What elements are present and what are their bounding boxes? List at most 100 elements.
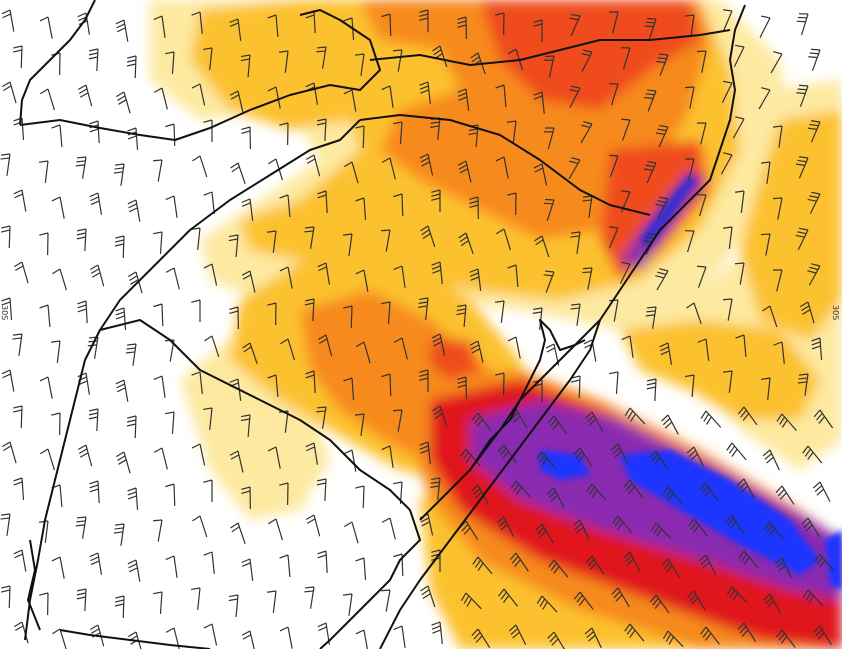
wind-barb [267, 230, 277, 253]
wind-barb [153, 375, 166, 398]
wind-barb [620, 118, 631, 141]
wind-barb [758, 87, 771, 110]
wind-barb [127, 199, 141, 222]
state-border-west [99, 119, 361, 331]
state-border-mid [359, 114, 651, 216]
wind-barb [153, 231, 163, 254]
wind-barb [127, 487, 139, 510]
wind-barb [509, 552, 529, 572]
wind-barb [153, 15, 166, 38]
wind-barb [471, 628, 491, 648]
wind-barb [726, 442, 747, 461]
wind-barb [662, 630, 684, 648]
wind-barb [762, 449, 780, 471]
wind-barb [726, 586, 748, 604]
wind-barb [305, 442, 319, 465]
wind-barb [456, 304, 467, 327]
wind-barb [305, 154, 321, 177]
wind-barb [722, 298, 733, 321]
wind-barb [343, 521, 359, 544]
wind-barb [547, 631, 565, 649]
wind-barb [611, 587, 630, 608]
wind-barb [280, 338, 296, 361]
latitude-label-right: 30S [831, 305, 840, 321]
wind-barb [812, 481, 831, 502]
wind-barb [393, 121, 403, 144]
wind-barb [495, 300, 505, 323]
wind-barb [392, 409, 403, 432]
wind-barb [722, 9, 733, 32]
wind-barb [622, 551, 641, 572]
wind-barb [649, 594, 670, 614]
wind-barb [620, 47, 631, 70]
wind-barb [115, 307, 127, 330]
wind-barb [684, 158, 695, 181]
wind-barb [543, 270, 555, 293]
wind-barb [0, 513, 11, 536]
wind-barb [304, 586, 315, 609]
wind-barb [165, 195, 178, 218]
wind-barb [354, 53, 365, 76]
wind-barb [203, 263, 218, 286]
wind-barb [760, 233, 771, 256]
wind-barb [241, 270, 256, 293]
wind-barb [51, 196, 65, 219]
state-border-upper [369, 29, 731, 66]
estuary-coast [59, 629, 211, 649]
wind-barb [355, 269, 369, 292]
wind-barb [267, 590, 277, 613]
wind-barb [795, 156, 809, 179]
wind-barb [77, 300, 88, 324]
wind-barb [203, 47, 213, 70]
wind-barb [568, 157, 581, 180]
wind-barb [497, 444, 517, 464]
wind-barb [113, 523, 125, 546]
wind-barb [115, 379, 129, 402]
wind-barb [191, 371, 203, 394]
wind-barb [471, 412, 492, 432]
wind-barb [381, 517, 396, 540]
wind-barb [735, 190, 745, 213]
wind-barb [802, 445, 823, 464]
wind-barb [75, 156, 87, 179]
wind-barb [775, 485, 795, 505]
wind-barb [684, 230, 695, 253]
wind-barb [737, 478, 755, 499]
wind-barb [267, 446, 281, 469]
wind-barb [737, 622, 757, 642]
wind-barb [770, 51, 783, 74]
precip-red-northeast [600, 140, 710, 280]
wind-barb [813, 625, 832, 646]
wind-barb [699, 482, 719, 502]
wind-barb [115, 91, 131, 114]
wind-barb [457, 160, 472, 183]
wind-barb [89, 552, 103, 575]
wind-barb [343, 89, 357, 112]
wind-barb [813, 409, 834, 429]
wind-barb [191, 83, 206, 106]
wind-barb [570, 231, 581, 254]
wind-barb [40, 88, 56, 111]
wind-barb [0, 225, 11, 249]
wind-barb [419, 369, 429, 392]
wind-barb [88, 408, 99, 432]
wind-barb [419, 441, 431, 464]
wind-barb [612, 515, 633, 534]
wind-barb [52, 628, 67, 649]
wind-barb [381, 13, 392, 37]
wind-barb [761, 377, 771, 400]
wind-barb [380, 589, 391, 612]
wind-barb [152, 159, 163, 182]
wind-barb [776, 413, 797, 431]
wind-barb [696, 50, 707, 73]
wind-barb [458, 232, 474, 254]
wind-barb [536, 595, 558, 613]
wind-barb [229, 18, 242, 41]
wind-barb [305, 514, 321, 537]
precip-yellow-southeast [620, 320, 820, 420]
wind-barb [89, 192, 103, 215]
wind-barb [419, 9, 429, 32]
wind-barb [241, 486, 251, 510]
west-edge-coast [27, 539, 41, 631]
